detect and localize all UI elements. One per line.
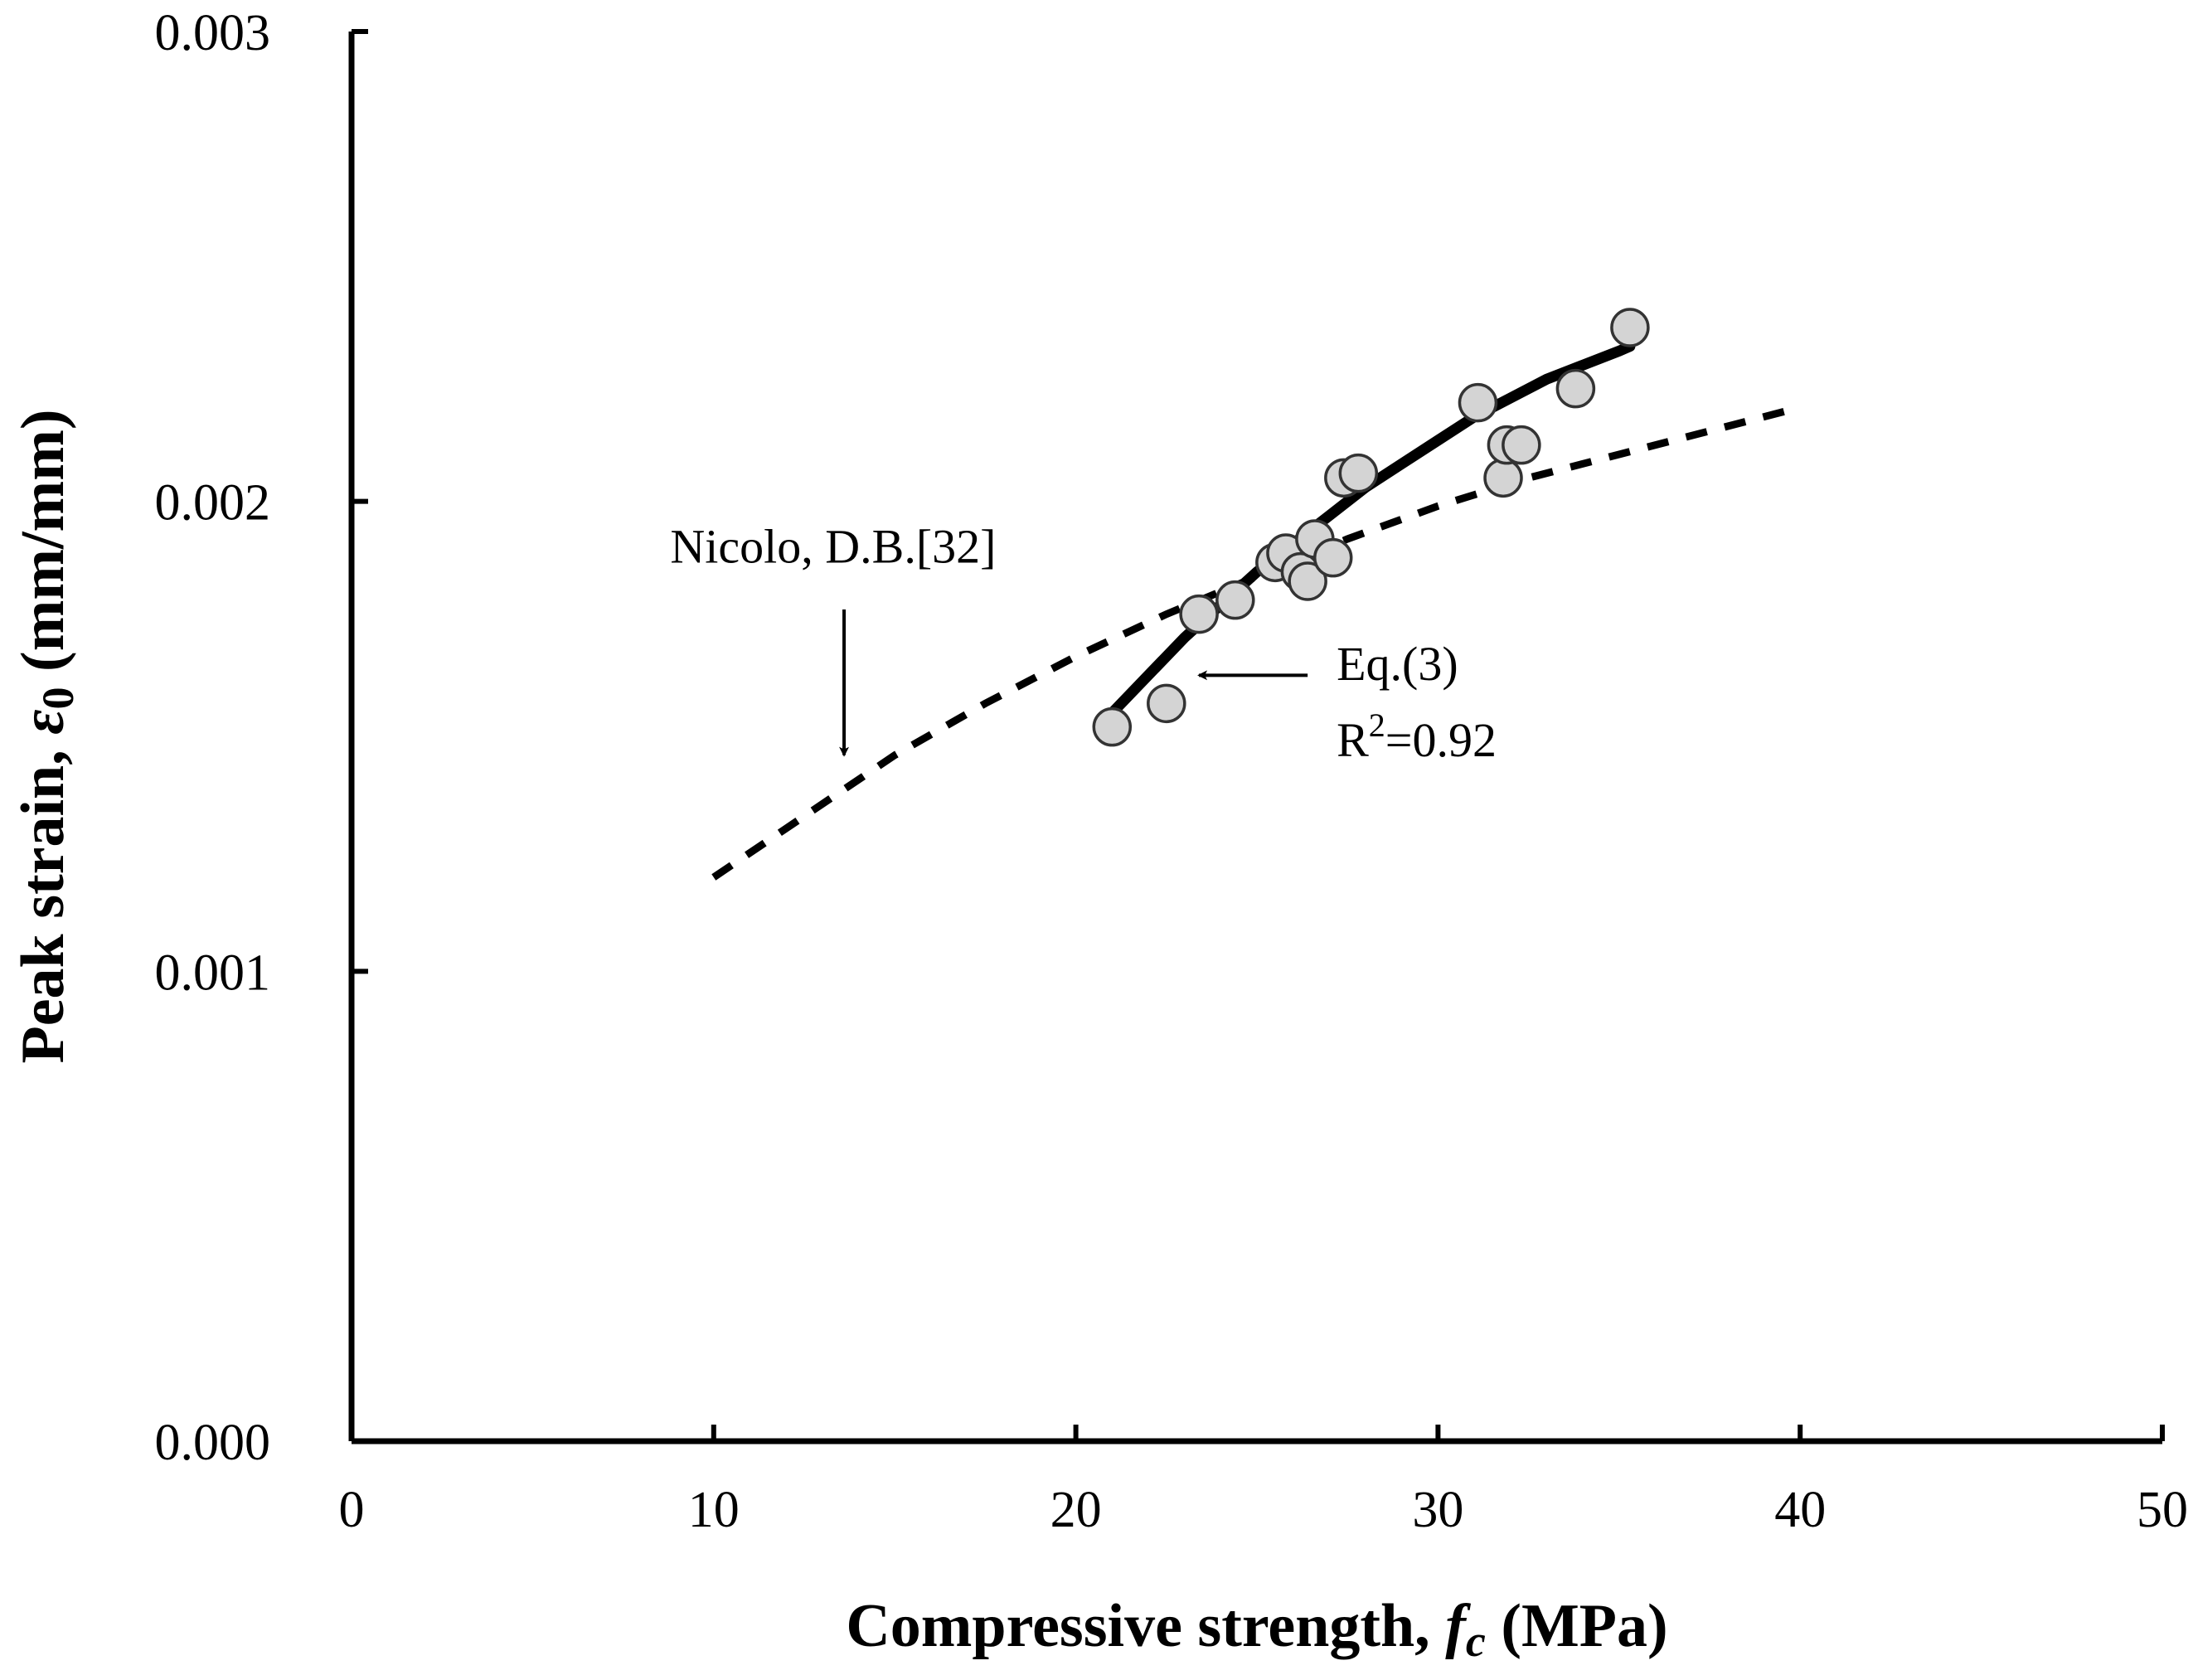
data-point bbox=[1312, 537, 1353, 578]
x-axis-title: Compressive strength, fc (MPa) bbox=[846, 1592, 1667, 1666]
x-tick-label: 30 bbox=[1412, 1482, 1463, 1538]
nicolo-label: Nicolo, D.B.[32] bbox=[670, 519, 996, 573]
x-tick-label: 40 bbox=[1774, 1482, 1826, 1538]
data-point bbox=[1288, 561, 1327, 601]
data-point bbox=[1215, 580, 1255, 620]
data-point bbox=[1147, 683, 1186, 724]
nicolo-dashed-line bbox=[711, 403, 1802, 881]
x-ticks: 0 10 20 30 40 50 bbox=[339, 1425, 2188, 1538]
x-tick-label: 10 bbox=[688, 1482, 740, 1538]
eq3-label: Eq.(3) bbox=[1337, 637, 1458, 691]
data-point bbox=[1179, 594, 1219, 634]
data-point bbox=[1502, 425, 1541, 465]
series-layer bbox=[711, 341, 1802, 881]
y-axis-title: Peak strain, ε0 (mm/mm) bbox=[9, 410, 83, 1064]
data-point bbox=[1458, 382, 1498, 423]
y-tick-label: 0.003 bbox=[155, 5, 271, 61]
annotation-layer: Nicolo, D.B.[32] Eq.(3) R2=0.92 bbox=[670, 519, 1497, 767]
y-tick-label: 0.001 bbox=[155, 944, 271, 1001]
data-point bbox=[1555, 368, 1596, 409]
data-point bbox=[1483, 458, 1523, 498]
x-tick-label: 0 bbox=[339, 1482, 365, 1538]
x-tick-label: 50 bbox=[2137, 1482, 2188, 1538]
points-layer bbox=[1092, 308, 1650, 747]
data-point bbox=[1092, 706, 1133, 747]
y-tick-label: 0.000 bbox=[155, 1415, 271, 1471]
data-point bbox=[1338, 453, 1379, 493]
y-ticks: 0.000 0.001 0.002 0.003 bbox=[155, 5, 368, 1471]
data-point bbox=[1610, 308, 1650, 347]
r-squared-label: R2=0.92 bbox=[1337, 706, 1497, 767]
y-tick-label: 0.002 bbox=[155, 475, 271, 532]
x-tick-label: 20 bbox=[1050, 1482, 1102, 1538]
